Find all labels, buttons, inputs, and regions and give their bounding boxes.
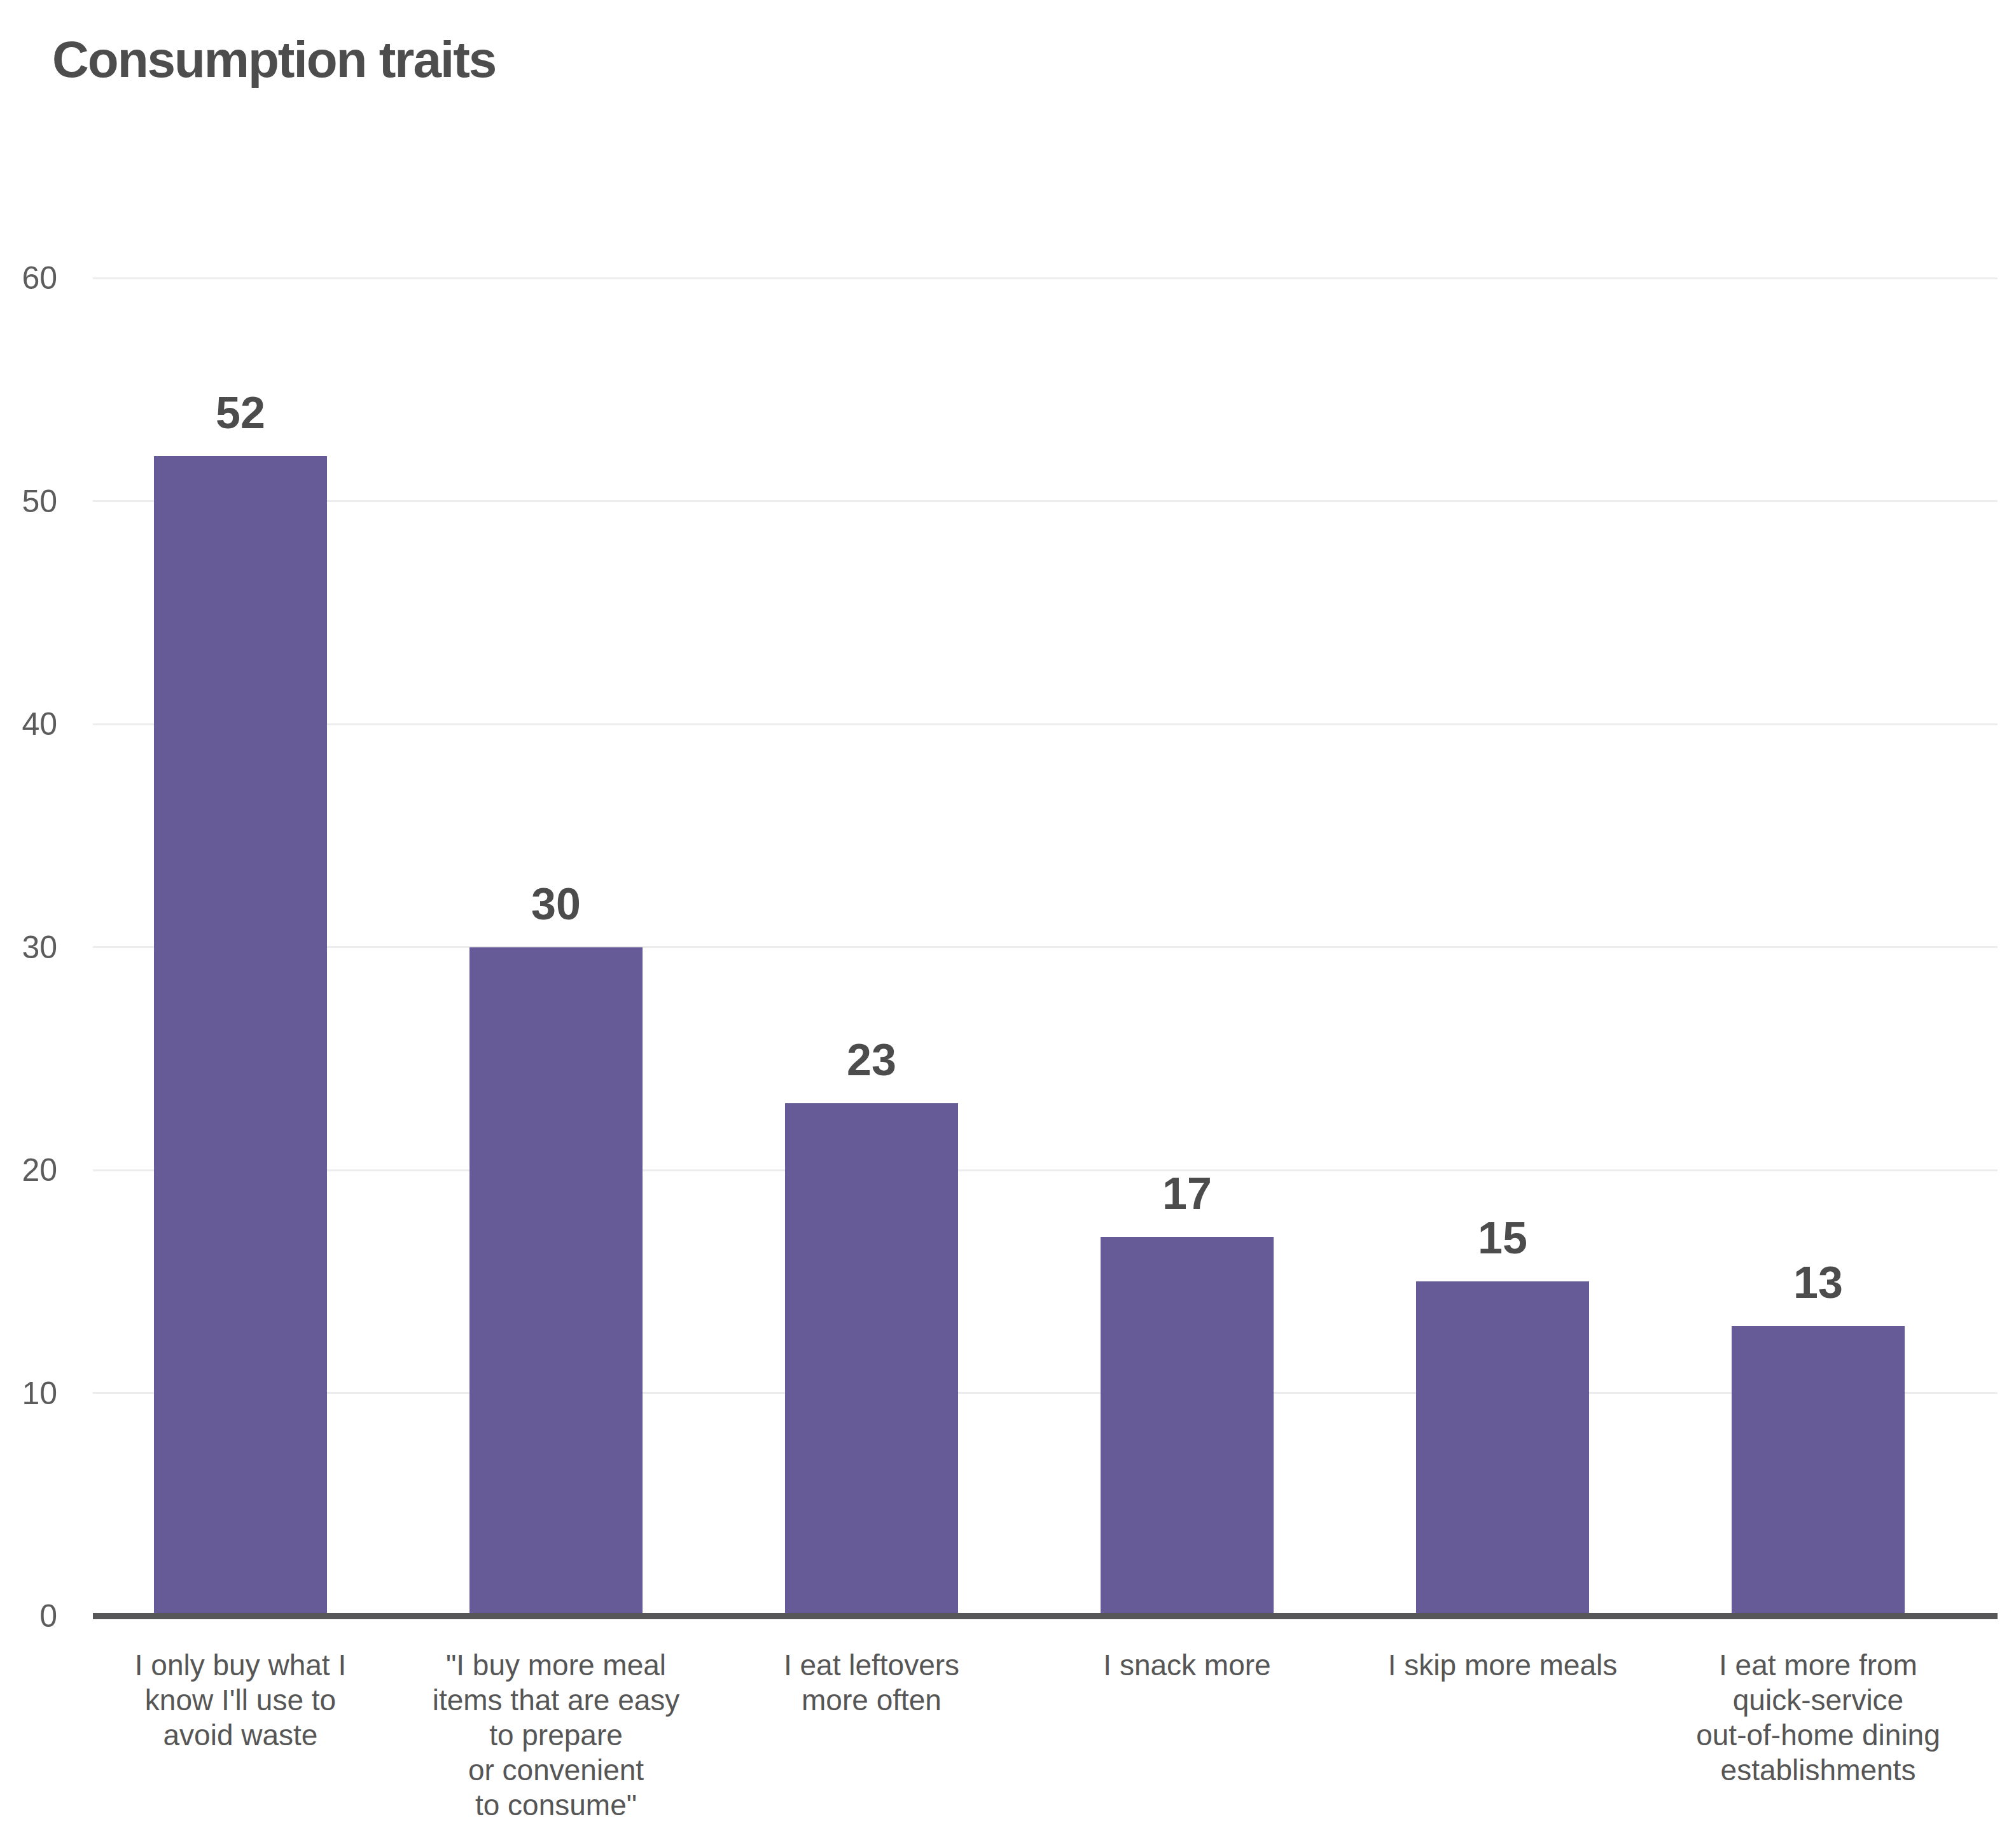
bar-4 xyxy=(1101,1237,1274,1616)
bar-value-label-3: 23 xyxy=(744,1035,999,1085)
gridline-30 xyxy=(93,946,1998,948)
y-tick-label-60: 60 xyxy=(0,260,57,296)
x-tick-label-2: "I buy more meal items that are easy to … xyxy=(398,1648,714,1823)
x-tick-label-5: I skip more meals xyxy=(1345,1648,1660,1683)
bar-1 xyxy=(154,456,327,1616)
y-tick-label-40: 40 xyxy=(0,706,57,742)
x-tick-label-1: I only buy what I know I'll use to avoid… xyxy=(83,1648,398,1753)
x-axis-line xyxy=(93,1613,1998,1619)
gridline-60 xyxy=(93,277,1998,279)
chart-title: Consumption traits xyxy=(52,31,496,89)
gridline-50 xyxy=(93,500,1998,502)
plot-area: 0102030405060 523023171513 xyxy=(83,278,1998,1616)
y-tick-label-50: 50 xyxy=(0,484,57,519)
x-tick-label-4: I snack more xyxy=(1029,1648,1345,1683)
y-tick-label-10: 10 xyxy=(0,1376,57,1411)
bar-value-label-6: 13 xyxy=(1691,1257,1945,1308)
x-tick-label-3: I eat leftovers more often xyxy=(714,1648,1029,1718)
bar-value-label-2: 30 xyxy=(429,879,683,930)
y-tick-label-30: 30 xyxy=(0,930,57,965)
bar-value-label-4: 17 xyxy=(1060,1168,1314,1219)
bar-chart: Consumption traits 0 10 20 30 40 50 60 52 30 23 1… xyxy=(0,0,2016,1833)
bar-6 xyxy=(1732,1326,1905,1616)
bar-3 xyxy=(785,1103,958,1616)
gridline-10 xyxy=(93,1392,1998,1394)
x-tick-label-6: I eat more from quick-service out-of-hom… xyxy=(1660,1648,1976,1788)
y-tick-label-20: 20 xyxy=(0,1152,57,1188)
bar-5 xyxy=(1416,1281,1589,1616)
gridline-20 xyxy=(93,1169,1998,1171)
bar-2 xyxy=(469,947,643,1617)
gridline-40 xyxy=(93,723,1998,725)
bar-value-label-5: 15 xyxy=(1375,1213,1630,1264)
bar-value-label-1: 52 xyxy=(113,387,368,438)
y-tick-label-0: 0 xyxy=(0,1598,57,1634)
